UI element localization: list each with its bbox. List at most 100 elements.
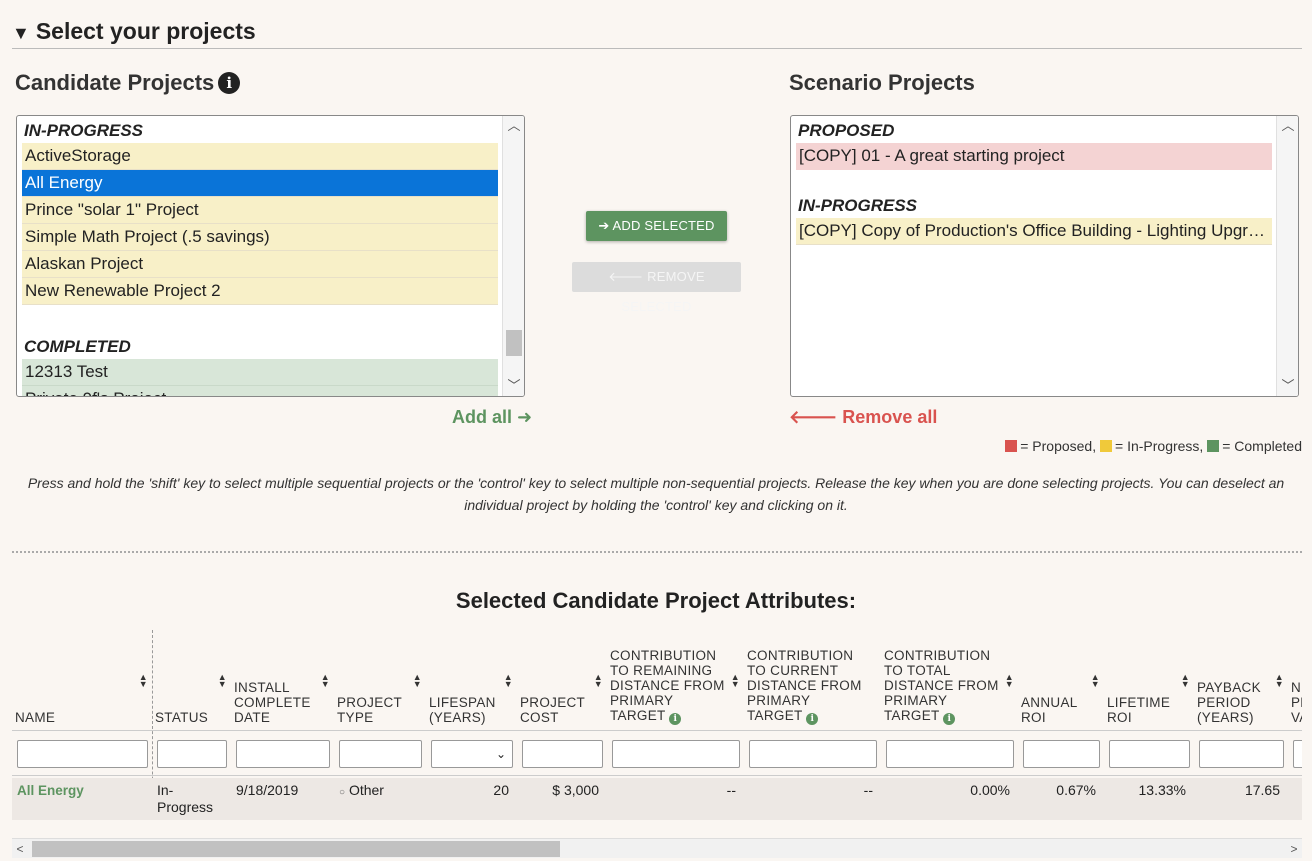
attributes-table: NAME ▲ ▼ All Energy STATUS ▲ ▼ In-Progress I… bbox=[12, 630, 1302, 838]
contribution-remaining-filter-input[interactable] bbox=[612, 740, 740, 768]
column-contribution-current: CONTRIBUTION TO CURRENT DISTANCE FROM PR… bbox=[744, 630, 881, 838]
scenario-projects-heading: Scenario Projects bbox=[789, 70, 975, 95]
arrow-left-icon: 🡐 bbox=[789, 407, 838, 427]
contribution-total-filter-input[interactable] bbox=[886, 740, 1014, 768]
row-payback-period: 17.65 bbox=[1194, 778, 1288, 820]
row-annual-roi: 0.67% bbox=[1018, 778, 1104, 820]
info-icon[interactable]: i bbox=[806, 713, 819, 725]
collapse-triangle-icon[interactable]: ▼ bbox=[12, 23, 30, 43]
column-header-net-present-value[interactable]: NET PRESENT VALUE bbox=[1291, 680, 1302, 725]
sort-icon[interactable]: ▲ ▼ bbox=[138, 672, 148, 689]
column-header-status[interactable]: STATUS ▲ ▼ bbox=[155, 672, 227, 726]
section-header[interactable]: ▼ Select your projects bbox=[12, 18, 1302, 49]
column-net-present-value: NET PRESENT VALUE bbox=[1288, 630, 1302, 838]
group-label-in-progress: IN-PROGRESS bbox=[798, 196, 918, 215]
scroll-up-icon[interactable]: ︿ bbox=[507, 118, 521, 133]
list-item-selected[interactable]: All Energy bbox=[22, 170, 498, 197]
scenario-list-scrollbar[interactable]: ︿ ﹀ bbox=[1276, 116, 1298, 396]
add-all-link[interactable]: Add all ➜ bbox=[452, 407, 533, 427]
scroll-down-icon[interactable]: ﹀ bbox=[507, 378, 521, 393]
lifetime-roi-filter-input[interactable] bbox=[1109, 740, 1190, 768]
scroll-right-icon[interactable]: > bbox=[1290, 842, 1298, 856]
scrollbar-thumb[interactable] bbox=[506, 330, 522, 356]
status-filter-input[interactable] bbox=[157, 740, 227, 768]
column-header-payback-period[interactable]: PAYBACK PERIOD (YEARS) ▲ ▼ bbox=[1197, 672, 1284, 726]
column-header-project-type[interactable]: PROJECT TYPE ▲ ▼ bbox=[337, 672, 422, 726]
net-present-value-filter-input[interactable] bbox=[1293, 740, 1302, 768]
lifespan-filter-select[interactable]: ⌄ bbox=[431, 740, 513, 768]
column-payback-period: PAYBACK PERIOD (YEARS) ▲ ▼ 17.65 bbox=[1194, 630, 1288, 838]
list-item[interactable]: Alaskan Project bbox=[22, 251, 498, 278]
column-header-contribution-current[interactable]: CONTRIBUTION TO CURRENT DISTANCE FROM PR… bbox=[747, 648, 862, 725]
arrow-left-icon: 🡐 bbox=[608, 269, 644, 284]
sort-icon[interactable]: ▲ ▼ bbox=[1274, 672, 1284, 689]
chevron-down-icon: ⌄ bbox=[495, 747, 506, 761]
contribution-current-filter-input[interactable] bbox=[749, 740, 877, 768]
circle-icon: ○ bbox=[339, 787, 346, 798]
add-selected-button[interactable]: ➔ ADD SELECTED bbox=[586, 211, 727, 241]
list-item[interactable]: Prince "solar 1" Project bbox=[22, 197, 498, 224]
sort-icon[interactable]: ▲ ▼ bbox=[593, 672, 603, 689]
column-header-lifespan[interactable]: LIFESPAN (YEARS) ▲ ▼ bbox=[429, 672, 513, 726]
project-type-filter-input[interactable] bbox=[339, 740, 422, 768]
sort-icon[interactable]: ▲ ▼ bbox=[320, 672, 330, 689]
scenario-projects-list[interactable]: PROPOSED [COPY] 01 - A great starting pr… bbox=[790, 115, 1299, 397]
payback-period-filter-input[interactable] bbox=[1199, 740, 1284, 768]
row-contribution-current: -- bbox=[744, 778, 881, 820]
arrow-right-icon: ➜ bbox=[517, 407, 533, 427]
row-contribution-total: 0.00% bbox=[881, 778, 1018, 820]
proposed-swatch bbox=[1005, 440, 1018, 452]
column-header-contribution-remaining[interactable]: CONTRIBUTION TO REMAINING DISTANCE FROM … bbox=[610, 648, 740, 725]
group-label-completed: COMPLETED bbox=[24, 337, 131, 356]
info-icon[interactable]: i bbox=[943, 713, 956, 725]
row-project-cost: $ 3,000 bbox=[517, 778, 607, 820]
row-name-link[interactable]: All Energy bbox=[12, 778, 152, 820]
column-header-lifetime-roi[interactable]: LIFETIME ROI ▲ ▼ bbox=[1107, 672, 1190, 726]
name-filter-input[interactable] bbox=[17, 740, 148, 768]
candidate-projects-list[interactable]: IN-PROGRESS ActiveStorage All Energy Pri… bbox=[16, 115, 525, 397]
help-text: Press and hold the 'shift' key to select… bbox=[27, 475, 1285, 513]
divider bbox=[12, 551, 1302, 553]
section-title: Select your projects bbox=[35, 18, 256, 44]
sort-icon[interactable]: ▲ ▼ bbox=[503, 672, 513, 689]
attributes-title: Selected Candidate Project Attributes: bbox=[455, 588, 857, 613]
column-header-name[interactable]: NAME ▲ ▼ bbox=[15, 672, 148, 726]
list-item[interactable]: Simple Math Project (.5 savings) bbox=[22, 224, 498, 251]
sort-icon[interactable]: ▲ ▼ bbox=[1090, 672, 1100, 689]
remove-selected-button[interactable]: 🡐 REMOVE SELECTED bbox=[572, 262, 741, 314]
sort-icon[interactable]: ▲ ▼ bbox=[412, 672, 422, 689]
list-item[interactable]: ActiveStorage bbox=[22, 143, 498, 170]
list-item[interactable]: [COPY] 01 - A great starting project bbox=[796, 143, 1272, 170]
list-item[interactable]: New Renewable Project 2 bbox=[22, 278, 498, 305]
column-contribution-remaining: CONTRIBUTION TO REMAINING DISTANCE FROM … bbox=[607, 630, 744, 838]
sort-icon[interactable]: ▲ ▼ bbox=[1004, 672, 1014, 689]
install-date-filter-input[interactable] bbox=[236, 740, 330, 768]
column-install-date: INSTALL COMPLETE DATE ▲ ▼ 9/18/2019 bbox=[231, 630, 334, 838]
candidate-projects-heading: Candidate Projects i bbox=[15, 70, 241, 96]
list-item[interactable]: 12313 Test bbox=[22, 359, 498, 386]
list-item[interactable]: Private 9f's Project bbox=[22, 386, 498, 396]
list-item[interactable]: [COPY] Copy of Production's Office Build… bbox=[796, 218, 1272, 245]
sort-icon[interactable]: ▲ ▼ bbox=[1180, 672, 1190, 689]
column-annual-roi: ANNUAL ROI ▲ ▼ 0.67% bbox=[1018, 630, 1104, 838]
scroll-left-icon[interactable]: < bbox=[16, 842, 24, 856]
column-header-project-cost[interactable]: PROJECT COST ▲ ▼ bbox=[520, 672, 603, 726]
info-icon[interactable]: i bbox=[218, 72, 241, 94]
sort-icon[interactable]: ▲ ▼ bbox=[217, 672, 227, 689]
column-status: STATUS ▲ ▼ In-Progress bbox=[152, 630, 231, 838]
scroll-down-icon[interactable]: ﹀ bbox=[1281, 378, 1295, 393]
scrollbar-thumb[interactable] bbox=[32, 841, 560, 857]
status-legend: = Proposed, = In-Progress, = Completed bbox=[1005, 438, 1302, 454]
sort-icon[interactable]: ▲ ▼ bbox=[730, 672, 740, 689]
table-horizontal-scrollbar[interactable]: < > bbox=[12, 838, 1302, 858]
column-header-install-date[interactable]: INSTALL COMPLETE DATE ▲ ▼ bbox=[234, 672, 330, 726]
column-header-annual-roi[interactable]: ANNUAL ROI ▲ ▼ bbox=[1021, 672, 1100, 726]
candidate-list-scrollbar[interactable]: ︿ ﹀ bbox=[502, 116, 524, 396]
scroll-up-icon[interactable]: ︿ bbox=[1281, 118, 1295, 133]
group-label-in-progress: IN-PROGRESS bbox=[24, 121, 144, 140]
column-header-contribution-total[interactable]: CONTRIBUTION TO TOTAL DISTANCE FROM PRIM… bbox=[884, 648, 1014, 725]
info-icon[interactable]: i bbox=[669, 713, 682, 725]
project-cost-filter-input[interactable] bbox=[522, 740, 603, 768]
annual-roi-filter-input[interactable] bbox=[1023, 740, 1100, 768]
remove-all-link[interactable]: 🡐 Remove all bbox=[789, 407, 938, 427]
